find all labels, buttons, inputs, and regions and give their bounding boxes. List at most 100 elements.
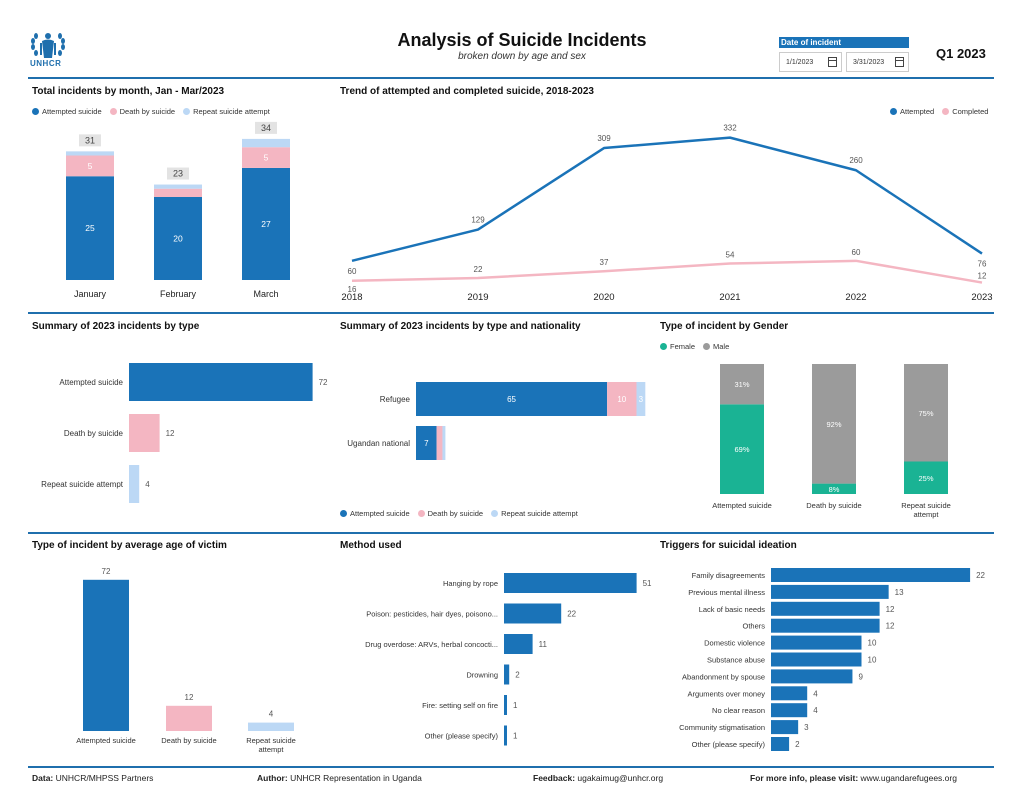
- legend-dot-icon: [491, 510, 499, 517]
- bar: [771, 568, 971, 582]
- monthly-chart-title: Total incidents by month, Jan - Mar/2023: [32, 86, 225, 97]
- x-tick-label: Attempted suicide: [76, 736, 136, 745]
- feedback-link[interactable]: ugakaimug@unhcr.org: [577, 773, 664, 783]
- data-label: 22: [474, 265, 483, 274]
- nationality-chart-title: Summary of 2023 incidents by type and na…: [340, 321, 581, 332]
- data-label: 11: [539, 640, 548, 649]
- unhcr-logo: UNHCR: [28, 30, 68, 70]
- gender-stacked-chart: 69% 31% Attempted suicide 8% 92% Death by sui…: [712, 364, 951, 519]
- bar: [166, 705, 212, 731]
- row1-divider: [28, 312, 994, 314]
- x-tick-label: 2021: [719, 292, 740, 303]
- total-label: 31: [85, 135, 95, 145]
- data-label: 1: [513, 701, 518, 710]
- legend-item-death: Death by suicide: [109, 107, 176, 116]
- x-tick-label: 2018: [341, 292, 362, 303]
- total-badge: [79, 134, 101, 147]
- legend-label: Death by suicide: [427, 509, 484, 518]
- footer-feedback: Feedback: ugakaimug@unhcr.org: [533, 773, 664, 783]
- triggers-chart-title: Triggers for suicidal ideation: [660, 540, 797, 551]
- bar-segment: [636, 382, 646, 416]
- y-tick-label: Refugee: [380, 395, 411, 404]
- data-label: 13: [895, 588, 904, 597]
- triggers-bar-chart: Family disagreements 22 Previous mental il…: [679, 568, 986, 751]
- y-tick-label: Other (please specify): [692, 740, 766, 749]
- bar-segment: [154, 184, 202, 189]
- legend-dot-icon: [703, 343, 711, 350]
- bar-segment: [154, 188, 202, 197]
- bar-segment: [812, 483, 856, 494]
- bar: [504, 603, 562, 624]
- data-label: 2: [795, 740, 800, 749]
- date-to-input[interactable]: 3/31/2023: [846, 52, 909, 72]
- method-bar-chart: Hanging by rope 51 Poison: pesticides, hai…: [365, 573, 652, 746]
- data-label: 60: [348, 267, 357, 276]
- date-filter-label: Date of incident: [779, 37, 909, 48]
- legend-item-attempted: Attempted: [890, 107, 934, 116]
- x-tick-label: Attempted suicide: [712, 501, 772, 510]
- segment-label: 92%: [826, 420, 841, 429]
- bar-segment: [720, 364, 764, 405]
- legend-item-attempted: Attempted suicide: [32, 107, 102, 116]
- footer-divider: [28, 766, 994, 768]
- legend-item-death: Death by suicide: [417, 509, 484, 518]
- data-label: 54: [726, 251, 735, 260]
- bar-segment: [436, 426, 443, 460]
- monthly-legend: Attempted suicide Death by suicide Repea…: [32, 107, 270, 116]
- x-tick-label: Death by suicide: [161, 736, 216, 745]
- data-label: 10: [868, 656, 877, 665]
- legend-label: Death by suicide: [119, 107, 176, 116]
- bar: [771, 584, 889, 599]
- bar-segment: [66, 155, 114, 177]
- data-label: 72: [319, 378, 328, 387]
- total-badge: [167, 167, 189, 180]
- series-line: [351, 136, 983, 263]
- trend-line-chart: 2018 2019 2020 2021 2022 2023 60 129 309 332 260 76…: [341, 124, 992, 303]
- bar: [504, 664, 510, 685]
- y-tick-label: Community stigmatisation: [679, 723, 765, 732]
- legend-item-repeat: Repeat suicide attempt: [183, 107, 270, 116]
- calendar-icon[interactable]: [895, 57, 904, 67]
- x-tick-label: Repeat suicide: [246, 736, 296, 745]
- monthly-bar-chart: 25 5 31 January 20 23 February 27 5 34 March: [66, 121, 290, 299]
- row2-divider: [28, 532, 994, 534]
- data-label: 4: [813, 689, 818, 698]
- x-tick-label: 2022: [845, 292, 866, 303]
- bar-segment: [242, 167, 290, 280]
- data-label: 4: [269, 710, 274, 719]
- bar-segment: [812, 364, 856, 484]
- calendar-icon[interactable]: [828, 57, 837, 67]
- y-tick-label: Attempted suicide: [59, 378, 123, 387]
- data-label: 60: [852, 248, 861, 257]
- segment-label: 25%: [918, 474, 933, 483]
- segment-label: 8%: [829, 485, 840, 494]
- y-tick-label: Abandonment by spouse: [682, 672, 765, 681]
- segment-label: 65: [507, 395, 516, 404]
- bar: [504, 573, 637, 593]
- footer-info: For more info, please visit: www.ugandar…: [750, 773, 957, 783]
- data-label: 16: [348, 285, 357, 294]
- legend-item-male: Male: [703, 342, 729, 351]
- info-link[interactable]: www.ugandarefugees.org: [860, 773, 957, 783]
- gender-legend: Female Male: [660, 342, 729, 351]
- bar: [248, 722, 294, 731]
- bar-segment: [442, 426, 446, 460]
- x-tick-label: 2023: [971, 292, 992, 303]
- series-line: [351, 259, 983, 284]
- legend-label: Male: [713, 342, 730, 351]
- date-to-value: 3/31/2023: [853, 58, 885, 66]
- data-label: 3: [804, 723, 809, 732]
- legend-label: Attempted suicide: [350, 509, 410, 518]
- legend-dot-icon: [890, 108, 897, 115]
- data-label: 1: [513, 732, 518, 741]
- legend-dot-icon: [109, 108, 117, 115]
- bar: [504, 695, 507, 715]
- data-label: 51: [643, 579, 652, 588]
- date-from-input[interactable]: 1/1/2023: [779, 52, 842, 72]
- data-label: 22: [976, 571, 985, 580]
- data-label: 22: [567, 610, 576, 619]
- bar-segment: [66, 176, 114, 280]
- segment-label: 69%: [734, 445, 749, 454]
- bar: [771, 737, 790, 751]
- data-label: 129: [471, 216, 485, 225]
